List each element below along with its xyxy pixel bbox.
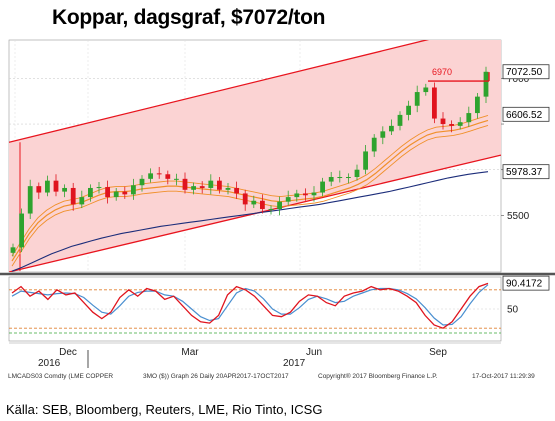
candle-body [328, 177, 334, 182]
price-tag-box [502, 106, 550, 122]
upper-trendline [9, 40, 430, 143]
candle-body [174, 178, 179, 180]
candle-body [251, 200, 257, 205]
candle-body [156, 173, 162, 175]
candle-body [371, 137, 377, 152]
stoch-price-tag-box [502, 275, 550, 291]
candle-body [131, 185, 136, 195]
x-month-label: Mar [181, 347, 199, 358]
page-title: Koppar, dagsgraf, $7072/ton [52, 6, 326, 29]
candle-body [483, 71, 489, 97]
candle-body [10, 247, 16, 253]
candle-body [354, 169, 360, 178]
candle-body [113, 191, 119, 198]
candle-body [363, 151, 368, 170]
candle-body [79, 197, 85, 205]
moving-average-long-line [11, 171, 489, 272]
candle-body [234, 187, 239, 194]
candle-body [260, 200, 265, 209]
y-tick-label: 5500 [507, 211, 530, 222]
candle-body [217, 180, 222, 190]
candle-body [466, 113, 472, 123]
candle-body [406, 105, 411, 115]
candle-body [19, 213, 24, 248]
stoch-panel [8, 276, 502, 342]
candle-body [105, 187, 110, 198]
x-month-label: Jun [306, 347, 322, 358]
stochastic-k-line [11, 282, 489, 329]
candle-body [199, 186, 205, 188]
price-tag-label: 7072.50 [506, 67, 543, 78]
moving-average-band-line [11, 119, 489, 262]
candle-body [380, 131, 386, 138]
x-month-label: Sep [429, 347, 447, 358]
candle-body [165, 174, 171, 179]
moving-average-band-line [11, 124, 489, 267]
source-caption: Källa: SEB, Bloomberg, Reuters, LME, Rio… [6, 402, 323, 417]
candle-body [88, 187, 93, 198]
candle-body [225, 187, 231, 190]
candle-body [148, 173, 153, 179]
candle-body [449, 124, 454, 126]
x-year-label: 2016 [38, 358, 61, 369]
y-tick-label: 7000 [507, 74, 530, 85]
candle-body [397, 114, 403, 126]
candle-body [303, 193, 308, 196]
candle-body [423, 87, 429, 93]
candle-body [432, 87, 437, 119]
candle-body [294, 193, 300, 198]
candle-body [208, 180, 214, 188]
candle-body [242, 193, 248, 205]
price-tag-label: 6606.52 [506, 110, 543, 121]
price-tag-label: 5978.37 [506, 167, 543, 178]
candle-body [457, 122, 463, 126]
price-tag-box [502, 64, 550, 80]
candle-body [191, 186, 196, 190]
candle-body [346, 177, 351, 179]
resistance-label: 6970 [432, 67, 452, 77]
footer-copyright: Copyright® 2017 Bloomberg Finance L.P. [318, 372, 438, 380]
candle-body [182, 178, 188, 190]
x-year-label: 2017 [283, 358, 306, 369]
footer-timestamp: 17-Oct-2017 11:29:39 [472, 373, 535, 380]
candle-body [139, 178, 145, 186]
stochastic-d-line [11, 284, 489, 326]
candle-body [311, 192, 317, 196]
x-month-label: Dec [59, 347, 77, 358]
footer-params: 3MO ($)) Graph 26 Daily 20APR2017-17OCT2… [143, 373, 289, 380]
candle-body [277, 201, 282, 209]
candle-body [62, 187, 67, 192]
candle-body [414, 92, 420, 106]
candle-body [320, 181, 325, 193]
candle-body [122, 191, 128, 195]
candle-body [36, 186, 42, 193]
candle-body [475, 96, 480, 114]
candle-body [70, 187, 76, 205]
candle-body [45, 180, 50, 193]
candle-body [27, 186, 33, 214]
stoch-tick-label: 50 [507, 305, 519, 316]
candle-body [53, 180, 59, 192]
footer-ticker: LMCADS03 Comdty (LME COPPER [8, 373, 113, 380]
stoch-price-tag-label: 90.4172 [506, 279, 543, 290]
candle-body [389, 125, 394, 132]
candle-body [337, 177, 343, 179]
trend-channel-fill [9, 40, 501, 272]
price-tag-box [502, 164, 550, 180]
candle-body [285, 197, 291, 202]
candle-body [268, 208, 274, 210]
candle-body [440, 118, 446, 125]
candle-body [96, 187, 102, 189]
